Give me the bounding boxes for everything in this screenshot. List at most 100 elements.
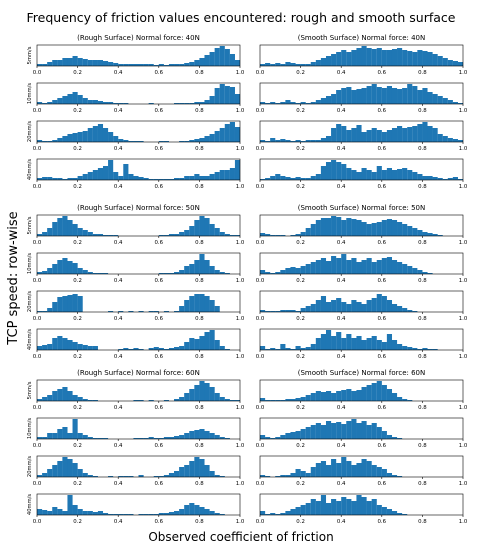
- x-tick-label: 1.0: [236, 316, 245, 322]
- histogram-bar: [168, 273, 175, 274]
- histogram-bar: [87, 128, 93, 142]
- histogram-bar: [397, 306, 403, 312]
- histogram-bar: [77, 132, 83, 142]
- histogram-bar: [158, 64, 164, 66]
- histogram-bar: [184, 230, 190, 236]
- histogram-bar: [341, 302, 347, 312]
- histogram-bar: [341, 338, 347, 350]
- histogram-bar: [62, 258, 68, 274]
- histogram-bar: [224, 170, 230, 180]
- histogram-bar: [57, 336, 63, 350]
- histogram-bar: [42, 103, 48, 104]
- x-tick-label: 0.8: [195, 354, 204, 360]
- panel-frame: [259, 379, 464, 402]
- x-tick-label: 0.0: [33, 316, 42, 322]
- histogram-bar: [47, 433, 53, 439]
- histogram-bar: [138, 514, 144, 515]
- histogram-bar: [320, 296, 327, 312]
- histogram-bar: [305, 228, 311, 236]
- histogram-bar: [52, 264, 58, 274]
- histogram-bar: [315, 423, 321, 439]
- x-tick-label: 0.2: [73, 443, 82, 449]
- histogram-bar: [52, 178, 58, 180]
- histogram-bar: [87, 272, 93, 274]
- x-tick-label: 0.8: [418, 354, 427, 360]
- histogram-bar: [381, 507, 387, 515]
- histogram-bar: [133, 438, 139, 439]
- histogram-bar: [336, 52, 342, 66]
- histogram-bar: [204, 509, 210, 515]
- histogram-bar: [224, 124, 230, 142]
- histogram-bar: [47, 102, 53, 104]
- x-tick-label: 0.8: [418, 146, 427, 152]
- x-tick-label: 0.6: [155, 108, 164, 114]
- histogram-bar: [386, 86, 393, 104]
- histogram-bar: [102, 438, 109, 439]
- histogram-bar: [179, 270, 185, 274]
- histogram-bar: [199, 381, 205, 401]
- histogram-bar: [77, 469, 83, 477]
- x-tick-label: 0.2: [73, 108, 82, 114]
- histogram-bar: [113, 514, 119, 515]
- histogram-bar: [37, 178, 43, 180]
- histogram-bar: [427, 52, 433, 66]
- histogram-bar: [376, 467, 382, 477]
- histogram-bar: [422, 232, 428, 236]
- histogram-bar: [381, 220, 387, 236]
- histogram-bar: [158, 438, 164, 439]
- histogram-bar: [92, 126, 98, 142]
- histogram-bar: [295, 469, 301, 477]
- x-tick-label: 0.4: [337, 278, 346, 284]
- histogram-bar: [199, 254, 205, 274]
- panel-frame: [259, 44, 464, 67]
- histogram-bar: [336, 298, 342, 312]
- histogram-bar: [356, 336, 362, 350]
- histogram-bar: [417, 124, 423, 142]
- histogram-bar: [77, 228, 83, 236]
- histogram-bar: [402, 128, 408, 142]
- histogram-bar: [72, 505, 78, 515]
- histogram-bar: [371, 84, 377, 104]
- histogram-bar: [133, 141, 139, 142]
- histogram-bar: [280, 102, 286, 104]
- histogram-bar: [47, 308, 53, 312]
- x-tick-label: 0.4: [337, 146, 346, 152]
- histogram-bar: [72, 419, 78, 439]
- histogram-bar: [417, 50, 423, 66]
- histogram-bar: [325, 261, 332, 274]
- histogram-bar: [87, 232, 93, 236]
- histogram-bar: [295, 346, 301, 350]
- x-tick-label: 0.8: [418, 184, 427, 190]
- histogram-bar: [92, 346, 98, 350]
- histogram-bar: [224, 86, 230, 104]
- x-tick-label: 0.0: [33, 481, 42, 487]
- histogram-bar: [72, 342, 78, 350]
- histogram-bar: [300, 397, 306, 401]
- histogram-bar: [118, 476, 124, 477]
- histogram-bar: [275, 103, 281, 104]
- histogram-bar: [310, 304, 316, 312]
- histogram-bar: [209, 52, 215, 66]
- x-tick-label: 0.6: [155, 278, 164, 284]
- histogram-bar: [285, 348, 291, 350]
- histogram-bar: [174, 103, 180, 104]
- histogram-bar: [356, 172, 362, 180]
- x-tick-label: 1.0: [236, 240, 245, 246]
- histogram-bar: [199, 336, 205, 350]
- histogram-bar: [214, 48, 220, 66]
- histogram-bar: [391, 220, 398, 236]
- histogram-bar: [305, 473, 311, 477]
- histogram-bar: [320, 425, 327, 439]
- x-tick-label: 0.0: [33, 146, 42, 152]
- histogram-bar: [315, 501, 321, 515]
- histogram-bar: [376, 427, 382, 439]
- x-tick-label: 0.6: [155, 354, 164, 360]
- x-tick-label: 1.0: [236, 481, 245, 487]
- speed-row-label: 40mm/s: [27, 159, 33, 180]
- histogram-bar: [391, 340, 398, 350]
- histogram-bar: [280, 176, 286, 180]
- histogram-bar: [42, 437, 48, 439]
- histogram-bar: [432, 234, 438, 236]
- histogram-bar: [300, 348, 306, 350]
